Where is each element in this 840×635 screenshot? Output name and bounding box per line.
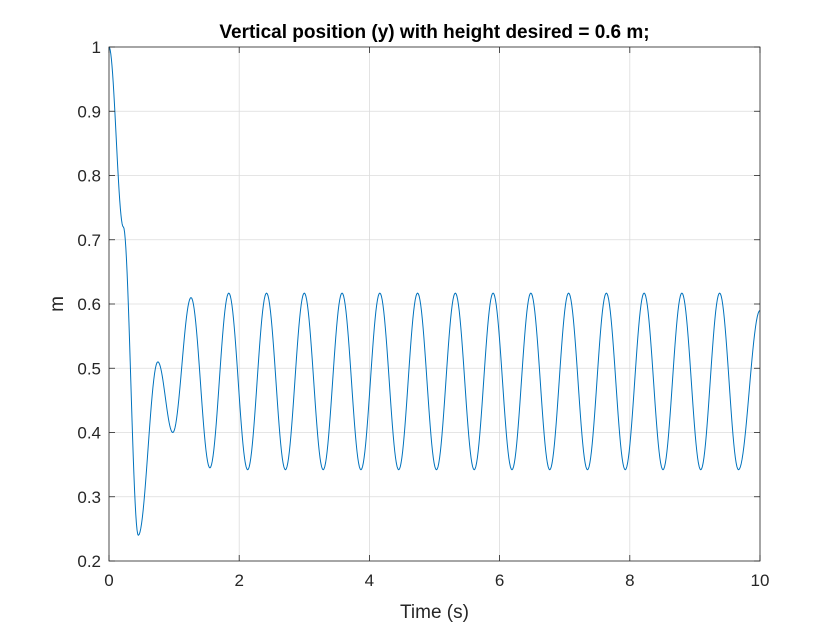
x-tick-label: 4 [365,571,374,590]
x-axis-label: Time (s) [400,602,469,623]
y-tick-label: 0.2 [77,552,101,571]
y-tick-label: 0.9 [77,102,101,121]
y-tick-label: 0.5 [77,359,101,378]
y-tick-label: 0.7 [77,231,101,250]
series-line-0 [108,46,761,536]
y-tick-label: 0.6 [77,295,101,314]
x-tick-label: 8 [625,571,634,590]
ticks: 0 2 4 6 8 10 0.2 0.3 0.4 0.5 0.6 0.7 0.8 0.9 1 [77,38,769,590]
y-tick-label: 0.4 [77,424,101,443]
series-layer [108,46,761,536]
y-tick-label: 0.3 [77,488,101,507]
x-tick-label: 6 [495,571,504,590]
y-tick-label: 0.8 [77,167,101,186]
x-tick-label: 10 [751,571,770,590]
chart-title: Vertical position (y) with height desire… [219,22,649,43]
x-tick-label: 2 [234,571,243,590]
y-tick-label: 1 [92,38,101,57]
x-tick-label: 0 [104,571,113,590]
y-axis-label: m [47,296,68,312]
